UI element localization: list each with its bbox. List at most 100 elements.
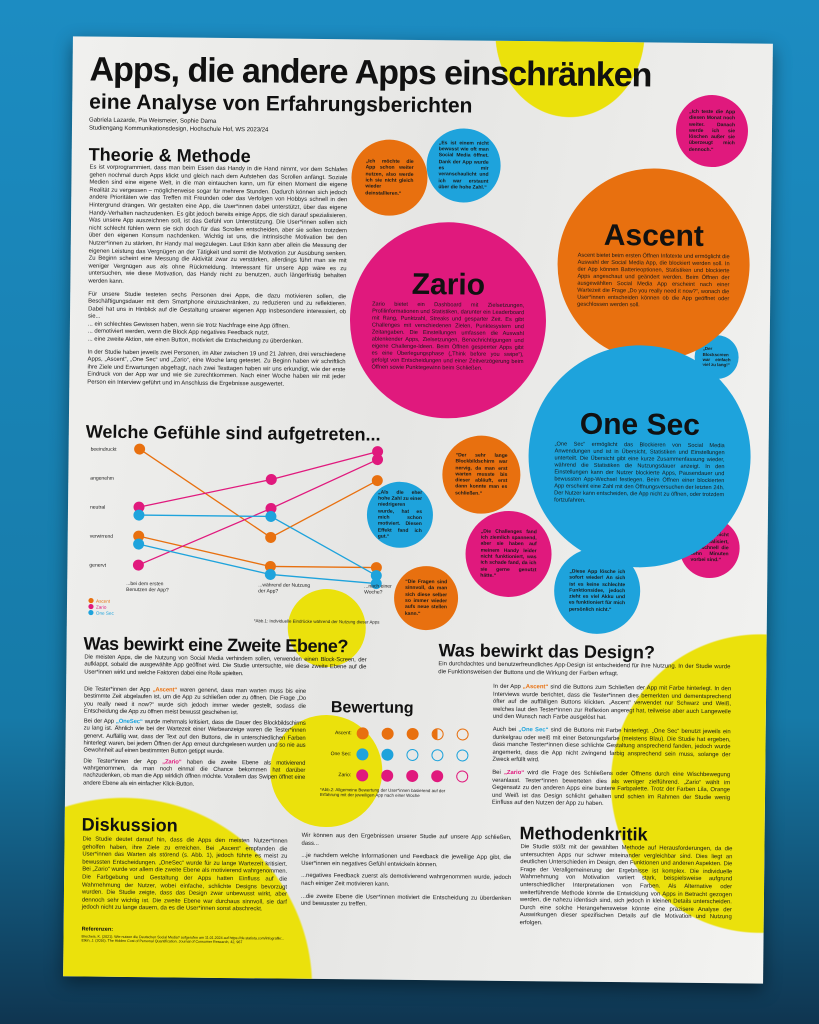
data-point: [265, 502, 277, 514]
app-name: „Ascent“: [152, 687, 178, 694]
paragraph: Bei der App „OneSec“ wurde mehrmals krit…: [83, 719, 305, 758]
y-level-label: angenehm: [90, 476, 114, 482]
legend-label: One Sec: [96, 611, 115, 616]
data-point: [133, 509, 145, 521]
data-point: [264, 568, 276, 580]
zario-title: Zario: [411, 267, 486, 302]
rating-dot: [356, 747, 369, 760]
data-point: [133, 530, 145, 542]
rating-dot: [456, 748, 469, 762]
legend-label: Zario: [96, 605, 107, 610]
rating-dot: [381, 727, 394, 740]
rating-dot: [406, 769, 419, 782]
text: Bei der App: [83, 718, 116, 726]
quote-text: “Die Fragen sind sinnvoll, da man sich d…: [404, 578, 448, 617]
ascent-description: Ascent bietet beim ersten Öffnen Infotex…: [577, 252, 730, 309]
design-intro: Ein durchdachtes und benutzerfreundliche…: [438, 661, 731, 677]
y-level-label: neutral: [90, 505, 105, 511]
rating-dot: [456, 769, 469, 783]
zweite-ebene-heading: Was bewirkt eine Zweite Ebene?: [83, 633, 349, 657]
data-point: [134, 443, 146, 455]
text: wird die Frage des Schließens oder Öffne…: [491, 770, 731, 808]
rating-row: Ascent:: [306, 722, 482, 745]
diskussion-heading: Diskussion: [81, 814, 178, 836]
ascent-circle: Ascent Ascent bietet beim ersten Öffnen …: [556, 167, 751, 362]
data-point: [370, 578, 382, 590]
app-name: „OneSec“: [115, 719, 143, 726]
methodenkritik-heading: Methodenkritik: [519, 823, 648, 845]
zario-circle: Zario Zario bietet ein Dashboard mit Zie…: [348, 221, 548, 420]
data-point: [264, 560, 276, 572]
bullet: ... demotiviert werden, wenn die Block A…: [87, 329, 270, 337]
legend-marker: [88, 609, 94, 616]
rating-dot: [431, 727, 444, 740]
series-line: [138, 450, 378, 508]
quote-bubble: „Als die eher hohe Zahl zu einer niedrig…: [366, 481, 434, 549]
legend-marker: [88, 603, 94, 610]
rating-dot: [431, 769, 444, 782]
design-text: In der App „Ascent“ sind die Buttons zum…: [492, 684, 731, 815]
rating-dot: [381, 748, 394, 761]
paragraph: Bei „Zario“ wird die Frage des Schließen…: [492, 770, 730, 810]
poster-title: Apps, die andere Apps einschränken: [89, 50, 652, 95]
rating-dot: [381, 769, 394, 782]
poster: Apps, die andere Apps einschränken eine …: [63, 36, 773, 984]
paragraph: Die Tester*innen der App „Zario“ haben d…: [83, 758, 305, 790]
data-point: [372, 454, 384, 466]
rating-dot: [406, 727, 419, 740]
legend-label: Ascent: [96, 599, 111, 604]
series-line: [139, 448, 378, 539]
conclusion-point: ...die zweite Ebene die User*innen motiv…: [300, 893, 511, 908]
text: Die Tester*innen der App: [83, 758, 163, 766]
conclusion-point: ...je nachdem welche Informationen und F…: [301, 852, 512, 869]
app-name: „Zario“: [162, 759, 182, 766]
data-point: [370, 562, 382, 574]
ascent-title: Ascent: [603, 218, 705, 253]
x-category-label: ...nach einerWoche?: [364, 583, 392, 595]
conclusion-text: Wir können aus den Ergebnissen unserer S…: [301, 833, 512, 916]
legend-marker: [88, 597, 94, 604]
bullet: ... eine zweite Aktion, wie einen Button…: [87, 336, 303, 345]
data-point: [265, 510, 277, 522]
quote-bubble: “Der sehr lange Blockbildschirm war nerv…: [441, 435, 521, 515]
authors: Gabriela Lazarde, Pia Weismeier, Sophie …: [89, 117, 217, 125]
quote-bubble: „Ich teste die App diesen Monat noch wei…: [675, 94, 749, 168]
feelings-chart: beeindruckt angenehm neutral verwirrend gene…: [88, 443, 392, 616]
theorie-p1: Es ist vorprogrammiert, dass man beim Es…: [88, 164, 348, 285]
data-point: [265, 473, 277, 485]
zweite-ebene-intro: Die meisten Apps, die die Nutzung von So…: [84, 654, 367, 677]
data-point: [371, 475, 383, 487]
rating-dot: [456, 727, 469, 741]
app-name: „Ascent“: [522, 684, 549, 691]
one-sec-description: „One Sec“ ermöglicht das Blockieren von …: [554, 440, 725, 504]
quote-bubble: „Ich möchte die App schon weiter nutzen,…: [351, 139, 428, 217]
rating-dot: [406, 748, 419, 761]
quote-text: “Der sehr lange Blockbildschirm war nerv…: [455, 452, 508, 497]
methodenkritik-text: Die Studie stößt mit der gewählten Metho…: [519, 844, 733, 927]
rating-table: Ascent: One Sec: Zario:: [305, 722, 482, 787]
one-sec-title: One Sec: [579, 407, 701, 442]
paragraph: Die Tester*innen der App „Ascent“ waren …: [84, 687, 306, 719]
quote-text: „Die Challenges fand ich ziemlich spanne…: [480, 528, 537, 579]
theorie-p2: Für unsere Studie testeten sechs Persone…: [88, 291, 347, 347]
rating-label: One Sec:: [330, 750, 352, 757]
theorie-text: Es ist vorprogrammiert, dass man beim Es…: [87, 165, 347, 395]
rating-label: Ascent:: [334, 729, 352, 736]
zweite-ebene-text: Die Tester*innen der App „Ascent“ waren …: [83, 687, 306, 793]
y-level-label: genervt: [89, 563, 106, 569]
rating-row: One Sec:: [305, 743, 481, 766]
text: Bei: [492, 769, 504, 776]
rating-dot: [356, 726, 369, 739]
quote-text: „Als die eher hohe Zahl zu einer niedrig…: [377, 489, 423, 540]
x-category-label: ...bei dem erstenBenutzen der App?: [126, 581, 169, 593]
conclusion-point: ...negatives Feedback zuerst als demotiv…: [301, 873, 512, 888]
data-point: [132, 559, 144, 571]
quote-text: „Diese App lösche ich sofort wieder! An …: [568, 568, 626, 613]
y-level-label: verwirrend: [90, 534, 114, 540]
rating-caption: *Abb.2: Allgemeine Bewertung der User*in…: [319, 786, 446, 799]
design-heading: Was bewirkt das Design?: [438, 640, 656, 663]
rating-row: Zario:: [305, 764, 481, 787]
data-point: [372, 446, 384, 458]
quote-text: „Ich teste die App diesen Monat noch wei…: [688, 108, 736, 153]
theorie-p2-text: Für unsere Studie testeten sechs Persone…: [87, 291, 347, 320]
